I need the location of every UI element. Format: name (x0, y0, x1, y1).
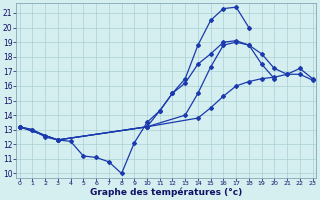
X-axis label: Graphe des températures (°c): Graphe des températures (°c) (90, 188, 242, 197)
